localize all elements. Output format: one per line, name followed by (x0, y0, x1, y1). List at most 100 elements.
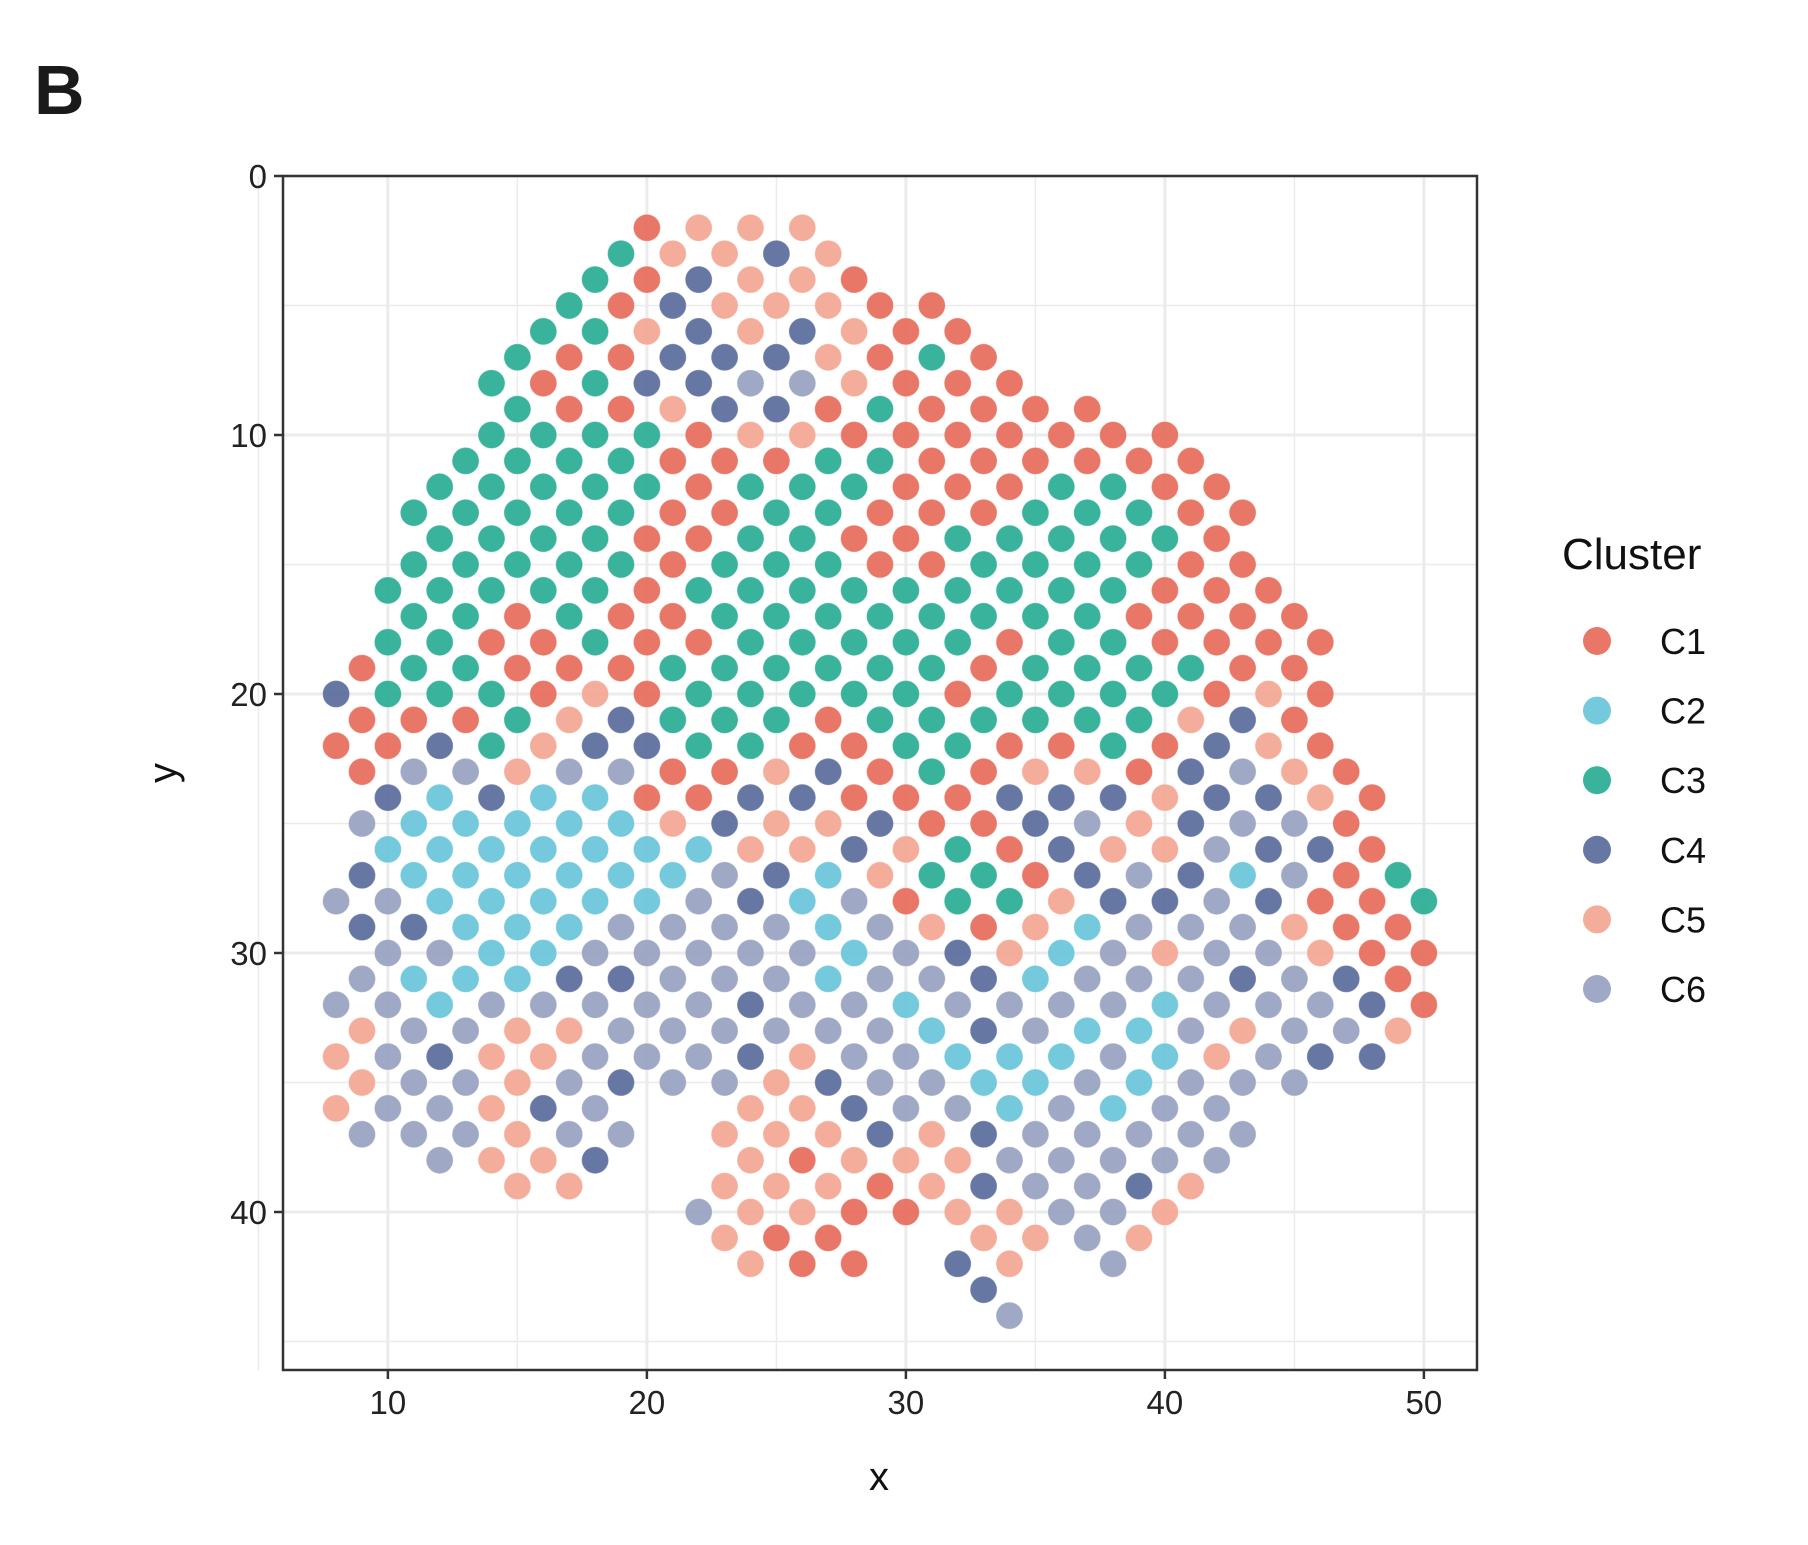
point-C4 (684, 369, 713, 398)
point-C1 (969, 809, 998, 838)
point-C1 (1332, 809, 1361, 838)
point-C1 (632, 628, 661, 657)
point-C2 (399, 809, 428, 838)
point-C1 (1150, 628, 1179, 657)
point-C3 (1125, 550, 1154, 579)
point-C6 (425, 939, 454, 968)
point-C5 (1176, 1172, 1205, 1201)
point-C6 (1125, 1120, 1154, 1149)
point-C1 (891, 369, 920, 398)
point-C6 (632, 990, 661, 1019)
point-C1 (1280, 654, 1309, 683)
point-C4 (762, 395, 791, 424)
point-C1 (1202, 524, 1231, 553)
point-C6 (399, 1068, 428, 1097)
point-C3 (555, 446, 584, 475)
point-C1 (529, 680, 558, 709)
point-C5 (710, 239, 739, 268)
point-C3 (891, 628, 920, 657)
point-C1 (1150, 576, 1179, 605)
point-C6 (1073, 964, 1102, 993)
point-C4 (710, 809, 739, 838)
point-C2 (425, 990, 454, 1019)
point-C1 (1254, 576, 1283, 605)
point-C1 (555, 395, 584, 424)
point-C5 (969, 1223, 998, 1252)
panel-label: B (34, 51, 85, 129)
point-C1 (1228, 654, 1257, 683)
point-C3 (788, 524, 817, 553)
point-C1 (840, 1249, 869, 1278)
point-C4 (606, 705, 635, 734)
point-C6 (451, 1120, 480, 1149)
point-C4 (866, 809, 894, 838)
point-C6 (555, 1068, 584, 1097)
point-C1 (891, 317, 920, 346)
point-C1 (1176, 602, 1205, 631)
point-C4 (347, 861, 376, 890)
point-C3 (736, 472, 765, 501)
point-C2 (477, 887, 506, 916)
point-C3 (995, 524, 1024, 553)
point-C3 (762, 602, 791, 631)
point-C4 (1358, 990, 1387, 1019)
point-C4 (1099, 887, 1128, 916)
point-C1 (1202, 576, 1231, 605)
point-C3 (1047, 576, 1076, 605)
point-C6 (606, 1120, 635, 1149)
point-C4 (399, 913, 428, 942)
point-C1 (1150, 731, 1179, 760)
point-C3 (1021, 602, 1050, 631)
point-C6 (658, 964, 687, 993)
point-C6 (399, 1120, 428, 1149)
point-C2 (658, 861, 687, 890)
point-C5 (736, 317, 765, 346)
point-C3 (1150, 680, 1179, 709)
point-C1 (943, 317, 972, 346)
point-C5 (736, 835, 765, 864)
point-C1 (1358, 939, 1387, 968)
point-C2 (555, 809, 584, 838)
point-C2 (477, 835, 506, 864)
point-C6 (788, 990, 817, 1019)
point-C6 (995, 990, 1024, 1019)
point-C1 (606, 654, 635, 683)
x-tick-label: 50 (1406, 1384, 1443, 1421)
point-C5 (503, 1172, 532, 1201)
point-C3 (451, 654, 480, 683)
point-C5 (503, 1016, 532, 1045)
point-C3 (658, 705, 687, 734)
point-C3 (606, 550, 635, 579)
x-tick-label: 40 (1147, 1384, 1184, 1421)
point-C5 (1202, 1042, 1231, 1071)
point-C3 (529, 421, 558, 450)
x-tick-label: 30 (888, 1384, 925, 1421)
legend-key-C2 (1583, 696, 1611, 725)
point-C6 (788, 369, 817, 398)
point-C5 (891, 1146, 920, 1175)
point-C3 (788, 576, 817, 605)
point-C1 (684, 524, 713, 553)
point-C5 (529, 731, 558, 760)
point-C1 (943, 783, 972, 812)
point-C3 (762, 498, 791, 527)
point-C1 (1202, 680, 1231, 709)
point-C6 (1176, 1016, 1205, 1045)
point-C3 (814, 446, 843, 475)
point-C5 (710, 291, 739, 320)
point-C5 (322, 1094, 351, 1123)
point-C6 (606, 913, 635, 942)
point-C3 (943, 576, 972, 605)
point-C3 (373, 576, 402, 605)
point-C1 (1176, 498, 1205, 527)
point-C3 (762, 654, 791, 683)
point-C1 (1306, 680, 1335, 709)
point-C3 (581, 524, 610, 553)
point-C2 (581, 783, 610, 812)
points-layer (322, 213, 1438, 1330)
point-C5 (347, 1016, 376, 1045)
point-C3 (658, 654, 687, 683)
point-C1 (1125, 446, 1154, 475)
legend-label-C1: C1 (1660, 621, 1706, 662)
